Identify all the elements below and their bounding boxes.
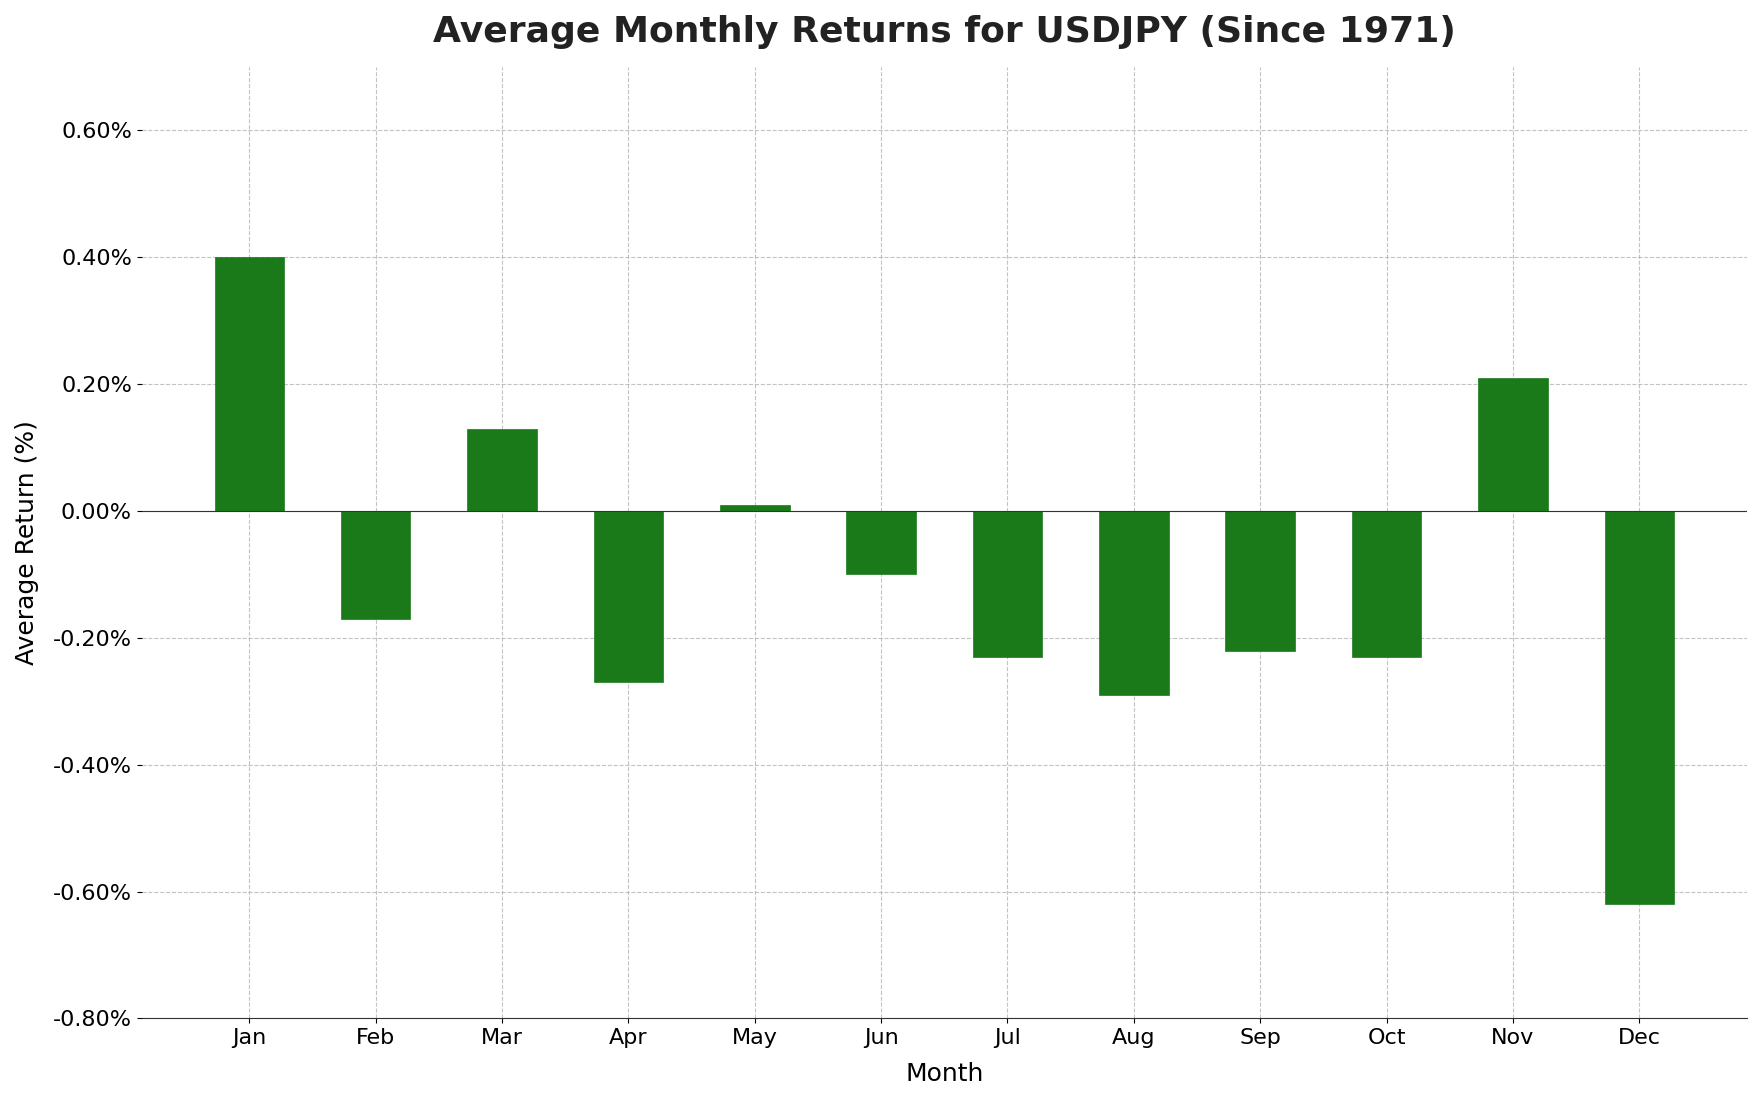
Bar	[340, 511, 411, 619]
Bar	[846, 511, 916, 575]
Bar	[1099, 511, 1168, 695]
Bar	[467, 428, 537, 511]
Bar	[721, 504, 789, 511]
X-axis label: Month: Month	[906, 1062, 983, 1086]
Bar	[1225, 511, 1295, 651]
Bar	[594, 511, 663, 683]
Bar	[1478, 378, 1547, 511]
Y-axis label: Average Return (%): Average Return (%)	[16, 421, 39, 665]
Bar	[1605, 511, 1674, 904]
Title: Average Monthly Returns for USDJPY (Since 1971): Average Monthly Returns for USDJPY (Sinc…	[433, 15, 1455, 50]
Bar	[1351, 511, 1422, 657]
Bar	[215, 258, 284, 511]
Bar	[973, 511, 1043, 657]
